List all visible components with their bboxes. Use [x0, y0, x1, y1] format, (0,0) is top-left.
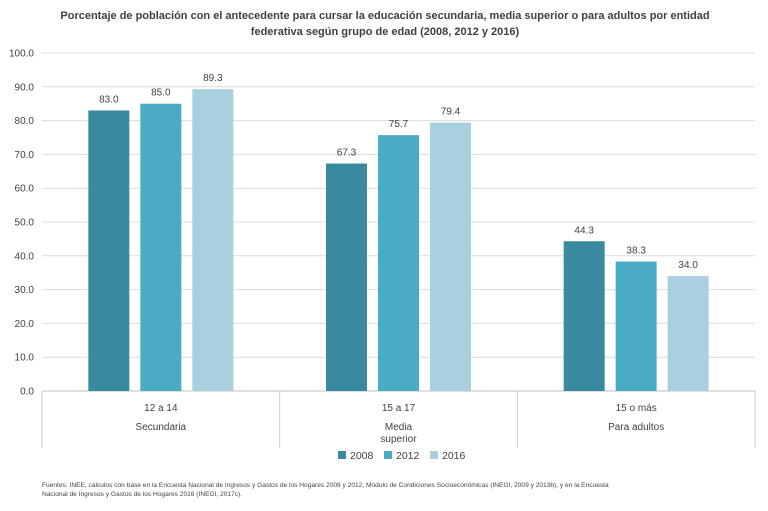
bar-2012-2 — [378, 135, 419, 391]
y-tick-label: 80.0 — [15, 116, 35, 127]
bar-2008-3 — [563, 241, 605, 391]
bar-2012-3 — [615, 261, 657, 391]
x-level-label: Media superior — [380, 422, 417, 445]
source-note: Fuentes: INEE, cálculos con base en la E… — [42, 481, 732, 499]
data-label: 44.3 — [574, 225, 594, 236]
x-level-label: Secundaria — [136, 422, 187, 433]
y-tick-label: 30.0 — [15, 285, 35, 296]
x-age-label: 12 a 14 — [144, 403, 178, 414]
legend-label: 2016 — [442, 450, 466, 462]
x-age-label: 15 o más — [616, 403, 657, 414]
legend-swatch-2012 — [384, 451, 392, 459]
legend-swatch-2016 — [430, 451, 438, 459]
legend-label: 2012 — [396, 450, 420, 462]
data-label: 83.0 — [99, 94, 119, 105]
data-label: 85.0 — [151, 88, 171, 99]
bar-2008-2 — [326, 163, 367, 391]
y-tick-label: 90.0 — [15, 82, 35, 93]
data-label: 38.3 — [626, 246, 646, 257]
y-tick-label: 100.0 — [9, 49, 34, 60]
y-tick-label: 70.0 — [15, 150, 35, 161]
source-note-line-1: Fuentes: INEE, cálculos con base en la E… — [42, 482, 609, 489]
legend-swatch-2008 — [338, 451, 346, 459]
legend-label: 2008 — [350, 450, 374, 462]
y-tick-label: 50.0 — [15, 218, 35, 229]
data-label: 67.3 — [337, 148, 357, 159]
x-age-label: 15 a 17 — [382, 403, 416, 414]
y-tick-label: 20.0 — [15, 319, 35, 330]
bar-2016-1 — [192, 89, 234, 391]
y-tick-label: 60.0 — [15, 184, 35, 195]
source-note-line-2: Nacional de Ingresos y Gastos de los Hog… — [42, 491, 243, 498]
y-tick-label: 40.0 — [15, 251, 35, 262]
bar-2012-1 — [140, 103, 182, 391]
data-label: 75.7 — [389, 119, 409, 130]
bar-2016-3 — [667, 276, 709, 391]
data-label: 79.4 — [441, 107, 461, 118]
y-tick-label: 0.0 — [20, 387, 34, 398]
bar-2008-1 — [88, 110, 130, 392]
x-level-label: Para adultos — [608, 422, 664, 433]
data-label: 34.0 — [678, 260, 698, 271]
y-tick-label: 10.0 — [15, 353, 35, 364]
chart-title: Porcentaje de población con el anteceden… — [60, 10, 710, 38]
data-label: 89.3 — [203, 73, 223, 84]
bar-2016-2 — [430, 122, 471, 392]
